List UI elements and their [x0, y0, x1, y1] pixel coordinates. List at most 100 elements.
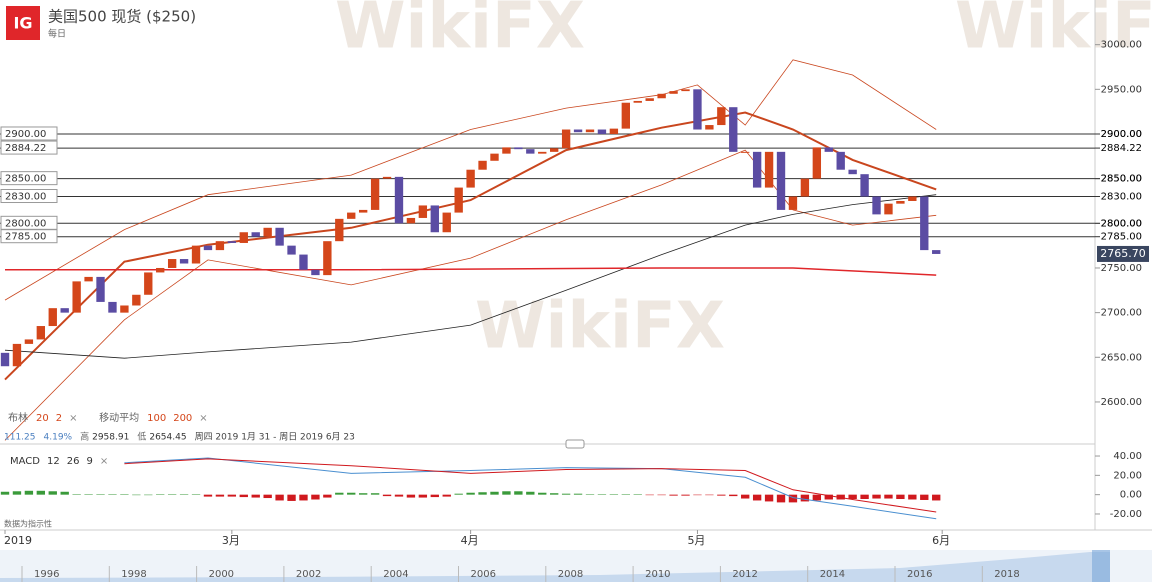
macd-histogram-bar [287, 494, 296, 501]
level-label: 2800.00 [5, 218, 46, 229]
y-tick-label: 2850.00 [1101, 174, 1142, 185]
macd-histogram-bar [860, 494, 869, 500]
y-tick-label: 2750.00 [1101, 263, 1142, 274]
candle-body [717, 107, 726, 126]
macd-histogram-bar [609, 494, 619, 495]
candle-body [84, 276, 93, 282]
candle-body [454, 187, 463, 213]
indicator-param: 2 [56, 413, 62, 424]
date-label: 4月 [461, 534, 479, 547]
macd-histogram-bar [156, 494, 165, 495]
candle-body [394, 176, 404, 224]
navigator-window[interactable] [1092, 550, 1110, 582]
info-high-label: 高 [80, 431, 89, 443]
watermarks: WikiFX WikiFX WikiFX [335, 0, 1152, 364]
macd-histogram-bar [633, 494, 642, 495]
macd-histogram-bar [251, 494, 260, 498]
macd-histogram-bar [12, 491, 22, 495]
candle-body [358, 209, 368, 213]
macd-histogram-bar [561, 493, 571, 495]
candle-body [311, 269, 320, 276]
candle-body [48, 308, 57, 327]
macd-histogram-bar [84, 494, 93, 495]
macd-histogram-bar [275, 494, 284, 501]
macd-histogram-bar [442, 494, 451, 497]
pane-resize-handle[interactable] [565, 439, 585, 449]
chart-subtitle: 每日 [48, 28, 66, 40]
candle-body [406, 217, 416, 224]
overlay-line [4, 149, 937, 441]
candle-body [239, 232, 248, 243]
info-change-pct: 4.19% [44, 433, 73, 443]
candle-body [442, 212, 451, 233]
candle-body [597, 129, 607, 134]
candle-body [609, 128, 619, 134]
candle-body [514, 147, 523, 150]
macd-histogram-bar [920, 494, 929, 500]
level-axis-label: 2884.22 [1101, 143, 1142, 154]
macd-histogram-bar [454, 493, 463, 495]
macd-histogram-bar [48, 491, 57, 495]
macd-histogram-bar [24, 490, 34, 495]
y-tick-label: 3000.00 [1101, 40, 1142, 51]
candle-body [729, 107, 738, 152]
current-price-label: 2765.70 [1100, 247, 1146, 260]
macd-histogram-bar [621, 494, 630, 495]
candle-body [418, 205, 428, 218]
navigator-year: 2000 [209, 569, 234, 580]
watermark: WikiFX [335, 0, 585, 64]
macd-histogram-bar [323, 494, 332, 498]
candle-body [108, 301, 117, 313]
level-label: 2900.00 [5, 129, 46, 140]
indicator-param: 20 [36, 413, 49, 424]
candle-body [156, 267, 165, 273]
y-tick-label: 2650.00 [1101, 352, 1142, 363]
candle-body [896, 200, 905, 204]
info-low: 2654.45 [149, 433, 186, 443]
candle-body [741, 151, 750, 153]
candle-body [24, 339, 34, 344]
chart-title: 美国500 现货 ($250) [48, 8, 196, 26]
macd-legend[interactable]: × [100, 456, 108, 467]
macd-histogram-bar [884, 494, 893, 499]
candle-body [681, 89, 690, 92]
candle-body [884, 203, 893, 215]
candle-body [621, 102, 630, 129]
candle-body [550, 148, 559, 152]
candle-body [872, 196, 881, 215]
level-label: 2785.00 [5, 232, 46, 243]
macd-histogram-bar [263, 494, 272, 499]
note: 数据为指示性 [4, 519, 52, 529]
macd-histogram-bar [108, 494, 117, 495]
macd-histogram-bar [36, 490, 46, 495]
overlay-line [4, 111, 937, 381]
candle-body [263, 227, 272, 237]
candle-body [120, 305, 129, 313]
candle-body [932, 250, 941, 254]
indicator-close[interactable]: × [199, 413, 207, 424]
y-tick-label: 2800.00 [1101, 218, 1142, 229]
macd-histogram-bar [908, 494, 917, 500]
macd-histogram-bar [764, 494, 774, 502]
navigator-year: 2018 [994, 569, 1019, 580]
date-label: 5月 [687, 534, 705, 547]
indicator-close[interactable]: × [69, 413, 77, 424]
navigator-year: 1998 [121, 569, 146, 580]
macd-histogram-bar [812, 494, 822, 501]
y-tick-label: 2950.00 [1101, 84, 1142, 95]
candle-body [335, 218, 344, 242]
candle-body [430, 205, 439, 233]
indicator-param: 100 [147, 413, 166, 424]
candle-body [645, 98, 654, 101]
candle-body [561, 129, 571, 149]
level-label-box [0, 140, 58, 155]
candle-body [669, 91, 678, 94]
macd-line [124, 458, 937, 513]
macd-line [124, 457, 937, 520]
macd-histogram-bar [729, 494, 738, 497]
macd-histogram-bar [741, 494, 750, 499]
level-axis-label: 2800.00 [1101, 218, 1142, 229]
navigator-year: 1996 [34, 569, 59, 580]
macd-histogram-bar [824, 494, 833, 500]
